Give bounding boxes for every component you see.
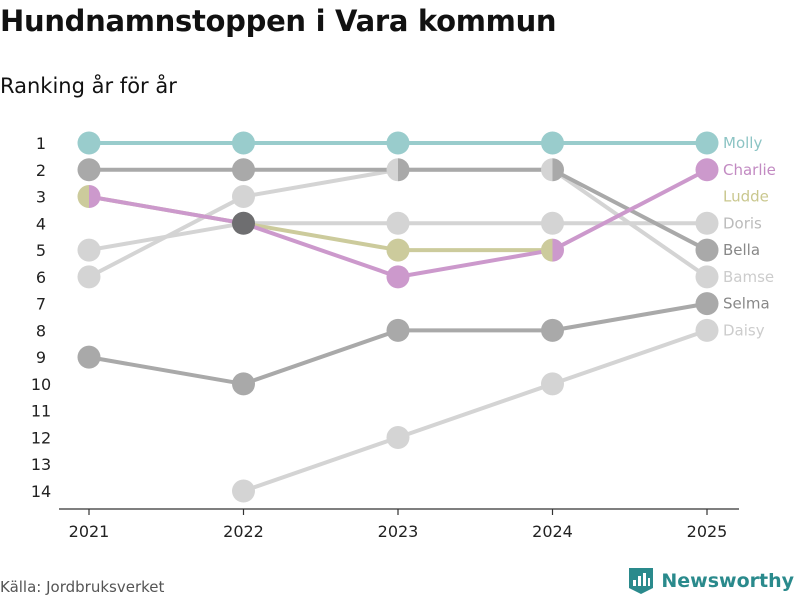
point-ludde — [77, 185, 89, 209]
y-tick-label: 4 — [36, 214, 46, 233]
newsworthy-logo-icon — [629, 568, 654, 594]
x-tick-label: 2025 — [687, 522, 728, 541]
point-bella — [77, 158, 101, 182]
series-points — [77, 131, 719, 503]
y-tick-label: 8 — [36, 321, 46, 340]
brand[interactable]: Newsworthy — [629, 568, 794, 594]
point-bamse — [541, 158, 553, 182]
point-molly — [77, 131, 101, 155]
end-label-charlie: Charlie — [723, 161, 776, 179]
brand-name: Newsworthy — [661, 570, 794, 592]
point-tie-group — [232, 211, 255, 235]
series-line-daisy — [242, 328, 708, 493]
point-ludde — [541, 238, 553, 262]
y-tick-label: 2 — [36, 161, 46, 180]
point-doris — [386, 211, 410, 235]
end-label-molly: Molly — [723, 134, 762, 152]
point-bella — [232, 158, 255, 182]
point-bella — [552, 158, 564, 182]
point-ludde — [386, 238, 410, 262]
point-selma — [77, 345, 101, 369]
point-molly — [386, 131, 410, 155]
y-tick-label: 6 — [36, 268, 46, 287]
end-label-selma: Selma — [723, 295, 770, 313]
point-bamse — [695, 265, 719, 289]
end-label-bamse: Bamse — [723, 268, 774, 286]
x-axis: 2021 2022 2023 2024 2025 — [59, 508, 739, 541]
point-bamse — [77, 265, 101, 289]
end-label-daisy: Daisy — [723, 321, 765, 339]
point-selma — [386, 318, 410, 342]
point-daisy — [541, 372, 564, 396]
point-charlie — [89, 185, 101, 209]
y-tick-label: 1 — [36, 134, 46, 153]
y-tick-label: 12 — [31, 428, 51, 447]
end-label-bella: Bella — [723, 241, 760, 259]
y-tick-label: 5 — [36, 241, 46, 260]
point-charlie — [552, 238, 564, 262]
point-daisy — [386, 425, 410, 449]
y-tick-label: 14 — [31, 482, 51, 501]
point-selma — [232, 372, 255, 396]
x-tick-label: 2022 — [223, 522, 264, 541]
x-tick-label: 2023 — [378, 522, 419, 541]
series-line-selma — [88, 301, 708, 386]
point-doris — [541, 211, 564, 235]
y-tick-label: 11 — [31, 402, 51, 421]
source-note: Källa: Jordbruksverket — [0, 578, 165, 596]
point-selma — [695, 292, 719, 316]
point-molly — [695, 131, 719, 155]
point-daisy — [232, 479, 255, 503]
point-bamse — [386, 158, 398, 182]
point-molly — [541, 131, 564, 155]
point-bamse — [232, 185, 255, 209]
point-charlie — [386, 265, 410, 289]
y-tick-label: 7 — [36, 295, 46, 314]
point-selma — [541, 318, 564, 342]
point-doris — [77, 238, 101, 262]
x-tick-label: 2024 — [532, 522, 573, 541]
series-line-bella — [89, 167, 708, 252]
x-tick-label: 2021 — [69, 522, 110, 541]
y-tick-label: 3 — [36, 188, 46, 207]
point-daisy — [695, 318, 719, 342]
y-tick-label: 13 — [31, 455, 51, 474]
series-end-labels: Daisy Bamse Doris Selma Bella Ludde Charlie Mol… — [723, 134, 776, 339]
point-molly — [232, 131, 255, 155]
end-label-doris: Doris — [723, 214, 762, 232]
point-bella — [398, 158, 410, 182]
chart-title: Hundnamnstoppen i Vara kommun — [0, 4, 557, 38]
end-label-ludde: Ludde — [723, 188, 769, 206]
point-doris — [695, 211, 719, 235]
point-charlie — [695, 158, 719, 182]
point-bella — [695, 238, 719, 262]
y-tick-label: 10 — [31, 375, 51, 394]
y-tick-label: 9 — [36, 348, 46, 367]
chart-subtitle: Ranking år för år — [0, 74, 177, 98]
